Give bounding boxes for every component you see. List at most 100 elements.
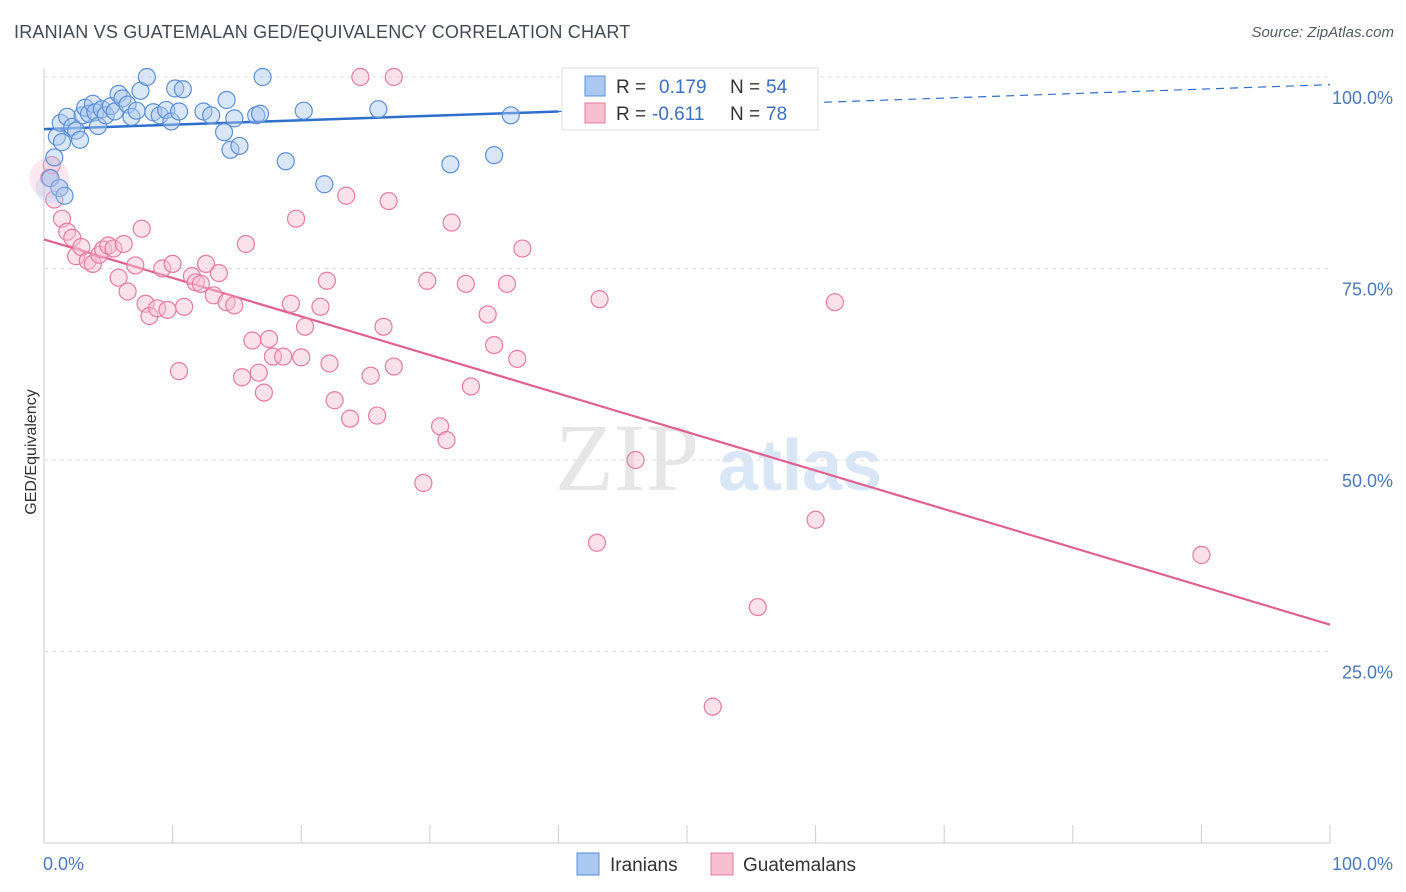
guatemalans-point-63 <box>437 430 456 450</box>
iranians-point-0 <box>41 169 60 188</box>
iranians-point-45 <box>276 152 295 171</box>
iranians-point-32 <box>166 79 185 98</box>
series-guatemalans <box>29 67 1211 716</box>
guatemalans-point-58 <box>384 357 403 376</box>
guatemalans-point-22 <box>153 259 172 278</box>
iranians-point-36 <box>202 106 221 125</box>
guatemalans-point-66 <box>461 377 481 396</box>
legend-iranians-r-value: 0.179 <box>659 77 707 98</box>
guatemalans-point-57 <box>379 191 398 211</box>
y-tick-label-100: 100.0% <box>1332 88 1393 108</box>
guatemalans-point-46 <box>295 317 315 336</box>
bottom-legend: Iranians Guatemalans <box>576 852 856 876</box>
guatemalans-point-29 <box>196 254 216 274</box>
legend-iranians-n-value: 54 <box>766 77 788 98</box>
guatemalans-point-79 <box>1192 545 1211 565</box>
iranians-point-4 <box>52 133 72 152</box>
iranians-point-10 <box>70 130 90 149</box>
guatemalans-point-53 <box>351 67 370 87</box>
guatemalans-point-26 <box>175 297 194 316</box>
iranians-point-43 <box>250 104 270 123</box>
axes <box>43 68 1331 844</box>
guatemalans-point-50 <box>325 391 344 410</box>
y-tick-label-75: 75.0% <box>1342 280 1393 300</box>
iranians-point-7 <box>58 107 77 126</box>
iranians-point-31 <box>162 112 181 131</box>
trend-line-iranians <box>43 110 559 131</box>
legend-guatemalans-n-value: 78 <box>766 104 787 125</box>
iranians-point-38 <box>217 90 236 110</box>
bottom-legend-iranians: Iranians <box>610 855 678 876</box>
guatemalans-point-16 <box>118 282 137 301</box>
iranians-point-25 <box>127 101 146 120</box>
guatemalans-point-56 <box>374 317 393 336</box>
guatemalans-point-34 <box>225 296 244 315</box>
iranians-point-5 <box>55 186 74 205</box>
guatemalans-point-30 <box>191 274 210 293</box>
guatemalans-point-49 <box>320 354 339 373</box>
guatemalans-point-78 <box>825 293 844 312</box>
iranians-point-47 <box>315 175 334 194</box>
iranians-point-9 <box>67 121 86 140</box>
iranians-point-18 <box>96 106 115 125</box>
guatemalans-point-38 <box>249 363 268 382</box>
chart-title: IRANIAN VS GUATEMALAN GED/EQUIVALENCY CO… <box>14 22 631 42</box>
legend-iranians-r-label: R = <box>616 77 646 98</box>
trend-line-guatemalans <box>43 238 1331 626</box>
guatemalans-point-60 <box>414 473 433 493</box>
trend-lines <box>43 84 1331 626</box>
guatemalans-point-23 <box>158 300 177 319</box>
guatemalans-point-55 <box>367 406 387 425</box>
bottom-legend-guatemalans-swatch <box>710 852 734 876</box>
guatemalans-point-35 <box>232 368 252 387</box>
guatemalans-point-40 <box>259 329 279 349</box>
guatemalans-point-20 <box>140 306 159 326</box>
iranians-point-50 <box>485 146 504 165</box>
guatemalans-point-64 <box>442 213 461 232</box>
guatemalans-point-73 <box>590 290 609 309</box>
iranians-point-41 <box>230 136 249 156</box>
iranians-point-51 <box>501 106 520 125</box>
guatemalans-point-41 <box>263 347 283 366</box>
guatemalans-point-15 <box>109 268 128 287</box>
guatemalans-point-14 <box>114 234 133 254</box>
guatemalans-point-65 <box>456 274 475 293</box>
iranians-cluster-bubble <box>35 173 66 204</box>
iranians-point-39 <box>225 109 244 128</box>
bottom-legend-guatemalans: Guatemalans <box>743 855 856 876</box>
guatemalans-point-74 <box>626 450 645 470</box>
guatemalans-point-67 <box>478 305 497 324</box>
guatemalans-point-42 <box>274 347 293 366</box>
legend-guatemalans-swatch <box>584 102 606 124</box>
iranians-point-37 <box>214 123 234 142</box>
guatemalans-point-75 <box>703 697 722 716</box>
guatemalans-point-12 <box>99 236 118 255</box>
iranians-point-48 <box>369 100 388 119</box>
guatemalans-point-36 <box>236 234 256 254</box>
y-tick-label-25: 25.0% <box>1342 663 1393 683</box>
legend-iranians-swatch <box>584 75 606 97</box>
source-label: Source: ZipAtlas.com <box>1251 24 1394 41</box>
guatemalans-point-70 <box>508 349 527 368</box>
guatemalans-point-48 <box>317 271 337 290</box>
legend-guatemalans-n-label: N = <box>730 104 760 125</box>
guatemalans-point-37 <box>243 331 262 350</box>
guatemalans-point-6 <box>67 247 86 266</box>
iranians-point-44 <box>253 67 272 87</box>
guatemalans-point-69 <box>497 274 517 293</box>
guatemalans-point-18 <box>132 219 151 238</box>
x-tick-label-max: 100.0% <box>1332 854 1393 874</box>
iranians-point-49 <box>441 155 460 174</box>
iranians-point-27 <box>137 67 156 87</box>
guatemalans-point-72 <box>587 533 607 552</box>
guatemalans-point-77 <box>806 510 825 529</box>
legend-iranians-n-label: N = <box>730 77 760 98</box>
guatemalans-point-61 <box>418 271 437 290</box>
guatemalans-point-25 <box>169 362 189 381</box>
iranians-point-34 <box>173 80 192 99</box>
iranians-point-33 <box>169 102 189 121</box>
bottom-legend-iranians-swatch <box>576 852 600 876</box>
guatemalans-point-13 <box>104 239 123 258</box>
guatemalans-point-24 <box>163 254 182 274</box>
